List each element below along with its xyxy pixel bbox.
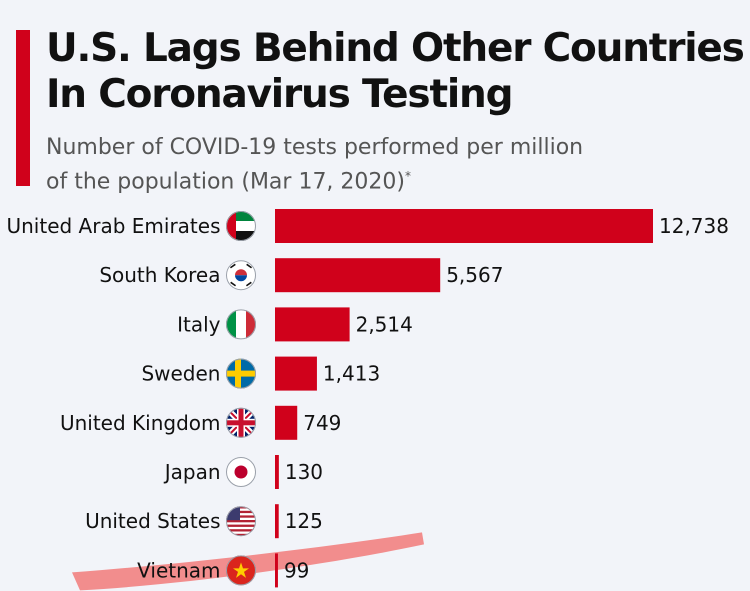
value-label: 125: [285, 509, 323, 533]
value-label: 130: [285, 460, 323, 484]
category-label: Italy: [177, 312, 221, 336]
south-korea-flag-icon: [226, 260, 256, 291]
chart-title: U.S. Lags Behind Other Countries In Coro…: [46, 26, 745, 118]
sweden-flag-icon: [226, 358, 256, 389]
bar: [275, 405, 298, 440]
us-flag-icon: [226, 506, 256, 537]
italy-flag-icon: [226, 309, 256, 340]
uk-flag-icon: [226, 407, 256, 438]
category-label: Sweden: [141, 362, 220, 386]
category-label: Vietnam: [137, 558, 220, 582]
bar: [275, 307, 350, 342]
bar: [275, 553, 278, 588]
subtitle-line-1: Number of COVID-19 tests performed per m…: [46, 135, 584, 160]
value-label: 2,514: [356, 312, 413, 336]
subtitle-line-2: of the population (Mar 17, 2020)*: [46, 162, 583, 196]
chart-subtitle: Number of COVID-19 tests performed per m…: [46, 133, 583, 196]
category-label: United Kingdom: [60, 411, 221, 435]
bar: [275, 356, 317, 391]
bar: [275, 258, 441, 293]
category-label: Japan: [163, 460, 221, 484]
value-label: 99: [284, 558, 309, 582]
bar: [275, 504, 279, 539]
title-line-1: U.S. Lags Behind Other Countries: [46, 26, 745, 71]
title-accent-bar: [16, 30, 30, 186]
bar: [275, 455, 279, 489]
japan-flag-icon: [226, 457, 256, 487]
vietnam-flag-icon: [226, 555, 256, 586]
value-label: 1,413: [323, 362, 380, 386]
bar: [275, 209, 653, 243]
uae-flag-icon: [226, 211, 256, 241]
footnote-mark: *: [405, 169, 411, 183]
value-label: 5,567: [446, 263, 503, 287]
subtitle-line-2-text: of the population (Mar 17, 2020): [46, 169, 405, 195]
value-label: 749: [303, 411, 341, 435]
category-label: South Korea: [99, 263, 220, 287]
category-label: United Arab Emirates: [6, 214, 220, 238]
value-label: 12,738: [659, 214, 729, 238]
title-line-2: In Coronavirus Testing: [46, 72, 514, 117]
category-label: United States: [85, 509, 220, 533]
